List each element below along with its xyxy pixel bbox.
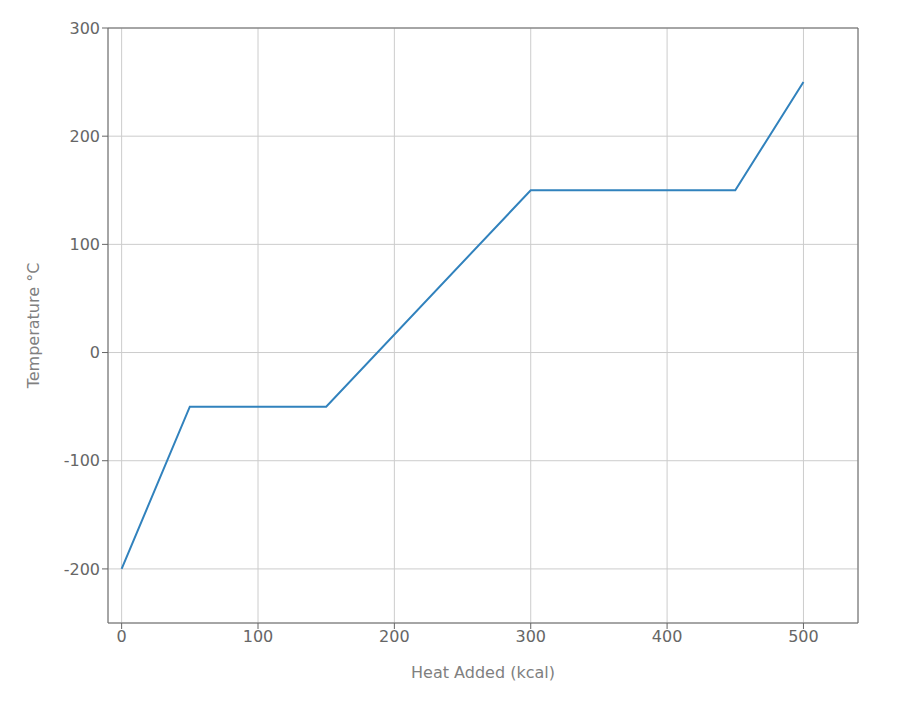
svg-text:200: 200 — [69, 127, 100, 146]
svg-text:500: 500 — [788, 627, 819, 646]
svg-text:200: 200 — [379, 627, 410, 646]
svg-text:300: 300 — [515, 627, 546, 646]
svg-text:0: 0 — [117, 627, 127, 646]
svg-text:-100: -100 — [64, 451, 100, 470]
svg-text:400: 400 — [652, 627, 683, 646]
svg-text:-200: -200 — [64, 560, 100, 579]
svg-text:100: 100 — [69, 235, 100, 254]
svg-text:Temperature °C: Temperature °C — [24, 263, 43, 390]
svg-text:0: 0 — [90, 343, 100, 362]
svg-text:Heat Added (kcal): Heat Added (kcal) — [411, 663, 555, 682]
svg-text:300: 300 — [69, 19, 100, 38]
svg-text:100: 100 — [243, 627, 274, 646]
